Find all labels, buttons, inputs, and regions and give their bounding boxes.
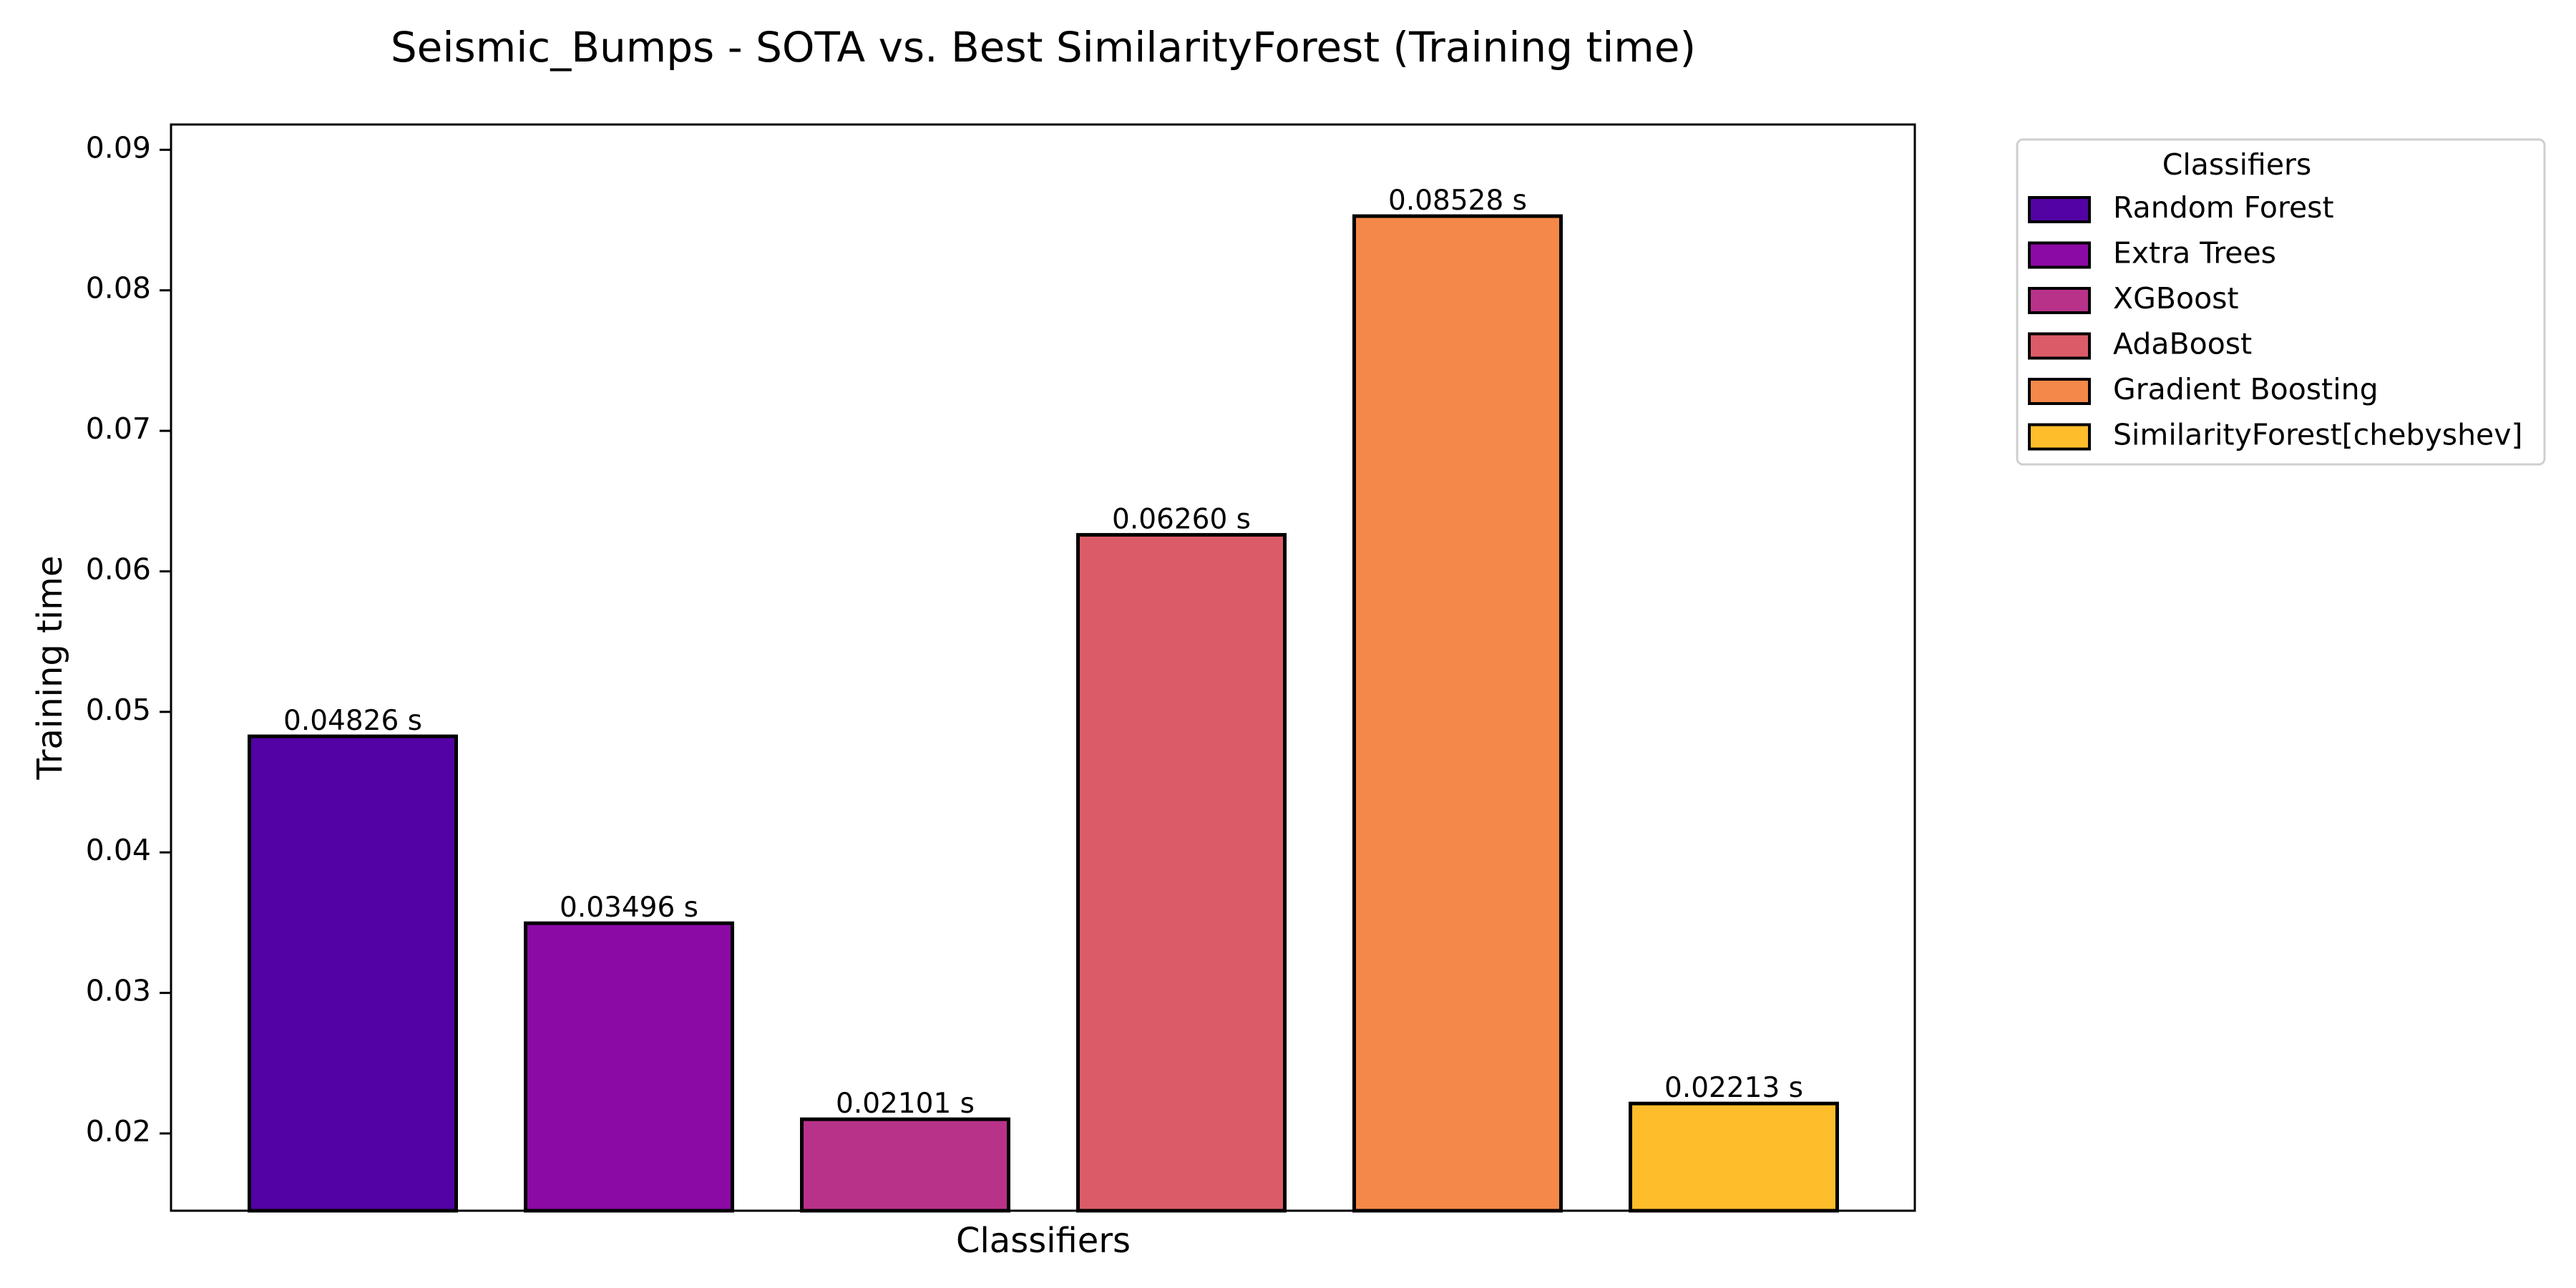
y-tick-label: 0.06: [86, 552, 151, 586]
legend-label: Gradient Boosting: [2113, 372, 2379, 406]
legend-swatch: [2028, 332, 2091, 360]
legend-swatch: [2028, 287, 2091, 314]
legend-label: Extra Trees: [2113, 236, 2276, 270]
legend-label: AdaBoost: [2113, 327, 2252, 361]
chart-title: Seismic_Bumps - SOTA vs. Best Similarity…: [391, 23, 1696, 72]
legend-title: Classifiers: [2162, 147, 2312, 182]
bars: [248, 214, 1839, 1213]
y-tick-label: 0.02: [86, 1114, 151, 1148]
y-tick-label: 0.07: [86, 411, 151, 446]
bar-value-label: 0.04826 s: [283, 705, 422, 737]
plot-frame: [170, 123, 1916, 1212]
y-tick-label: 0.09: [86, 130, 151, 165]
legend-label: Random Forest: [2113, 190, 2334, 225]
y-tick-label: 0.05: [86, 693, 151, 727]
bar-value-label: 0.02213 s: [1664, 1072, 1803, 1104]
y-ticks: 0.02 0.03 0.04 0.05 0.06 0.07 0.08 0.09: [86, 130, 171, 1148]
y-tick-label: 0.08: [86, 271, 151, 306]
legend-items: Random Forest Extra Trees XGBoost AdaBoost G…: [2028, 190, 2523, 452]
bar-gradient-boosting: [1352, 214, 1563, 1213]
legend-swatch: [2028, 378, 2091, 405]
y-tick-label: 0.03: [86, 974, 151, 1008]
y-tick-label: 0.04: [86, 833, 151, 867]
legend-box: [2016, 138, 2546, 466]
y-axis-label: Training time: [30, 555, 70, 780]
legend-label: SimilarityForest[chebyshev]: [2113, 418, 2523, 452]
legend-swatch: [2028, 241, 2091, 269]
legend-swatch: [2028, 423, 2091, 451]
legend: Classifiers Random Forest Extra Trees XGBo…: [2016, 138, 2546, 466]
bar-value-label: 0.03496 s: [560, 892, 698, 924]
x-axis-label: Classifiers: [956, 1221, 1131, 1261]
bar-value-label: 0.02101 s: [836, 1088, 975, 1120]
bar-random-forest: [248, 734, 458, 1213]
bar-extra-trees: [524, 921, 734, 1213]
bar-value-labels: 0.04826 s 0.03496 s 0.02101 s 0.06260 s 0.08…: [283, 185, 1803, 1120]
bar-value-label: 0.08528 s: [1388, 185, 1527, 217]
bar-adaboost: [1076, 532, 1287, 1213]
legend-label: XGBoost: [2113, 281, 2239, 316]
bar-xgboost: [800, 1117, 1010, 1213]
bar-value-label: 0.06260 s: [1112, 503, 1251, 535]
legend-swatch: [2028, 196, 2091, 223]
bar-similarityforest-chebyshev: [1629, 1101, 1839, 1213]
